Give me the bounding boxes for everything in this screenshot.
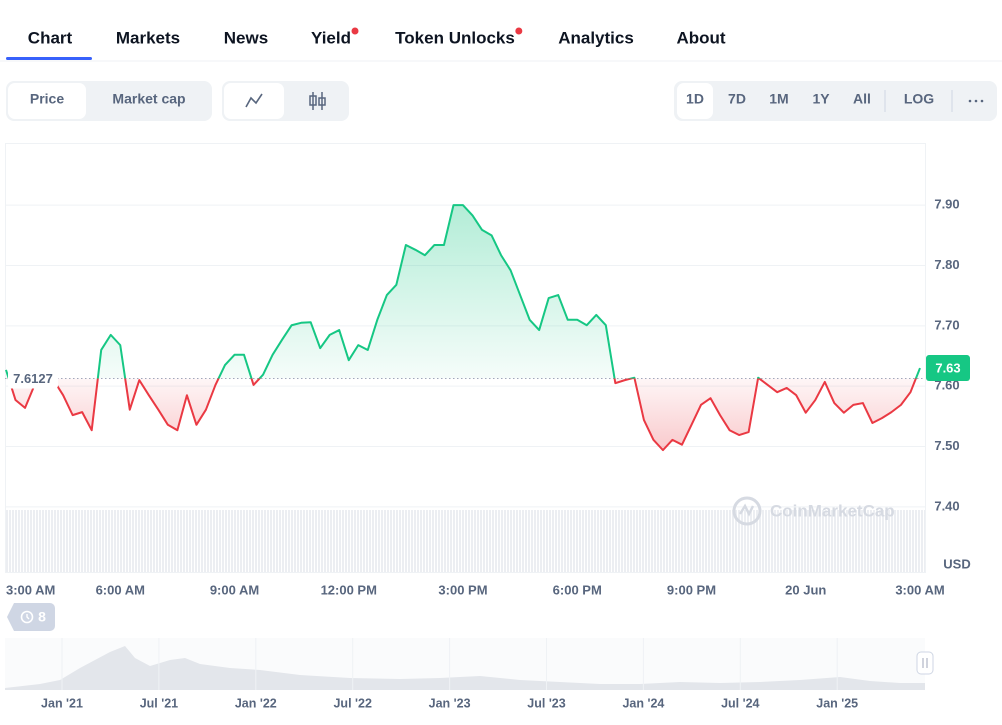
y-tick-label: 7.90 [934, 197, 959, 212]
history-icon [20, 610, 34, 624]
history-count: 8 [38, 609, 46, 625]
x-tick-label: 12:00 PM [321, 582, 377, 597]
y-tick-label: 7.80 [934, 257, 959, 272]
navigator-label: Jul '24 [721, 696, 759, 710]
x-tick-label: 20 Jun [785, 582, 826, 597]
range-button[interactable]: 1M [769, 91, 788, 107]
volume-bars [6, 510, 925, 572]
x-tick-label: 3:00 AM [6, 582, 55, 597]
navigator-handle[interactable] [916, 651, 934, 675]
area-up [6, 205, 920, 379]
active-button-bg [677, 83, 713, 119]
plot-frame [5, 143, 926, 573]
range-button[interactable]: LOG [904, 91, 934, 107]
navigator-overview [5, 646, 925, 690]
metric-button[interactable]: Market cap [112, 91, 185, 107]
navigator-label: Jan '22 [235, 696, 277, 710]
baseline-label-bg [8, 368, 58, 389]
watermark: CoinMarketCap [770, 501, 895, 520]
tab[interactable]: Yield [311, 28, 351, 47]
active-button-bg [8, 83, 86, 119]
y-tick-label: 7.50 [934, 438, 959, 453]
range-button[interactable]: All [853, 91, 871, 107]
area-down [8, 378, 916, 451]
plot [5, 204, 925, 508]
x-tick-label: 3:00 AM [895, 582, 944, 597]
tab[interactable]: Chart [28, 28, 73, 47]
notification-dot [515, 27, 523, 35]
tab[interactable]: News [224, 28, 268, 47]
line-icon [245, 93, 263, 108]
price-line-down [7, 378, 917, 452]
current-price-tag [926, 355, 970, 382]
tab[interactable]: Token Unlocks [395, 28, 515, 47]
current-price-label: 7.63 [935, 360, 960, 375]
x-tick-label: 9:00 PM [667, 582, 716, 597]
navigator-label: Jan '23 [429, 696, 471, 710]
history-badge[interactable] [7, 603, 55, 631]
watermark-logo [732, 496, 762, 526]
range-button[interactable]: 7D [728, 91, 746, 107]
active-tab-underline [6, 57, 92, 60]
y-tick-label: 7.40 [934, 498, 959, 513]
range-button[interactable]: 1D [686, 91, 704, 107]
y-tick-label: 7.60 [934, 378, 959, 393]
x-tick-label: 9:00 AM [210, 582, 259, 597]
navigator-label: Jan '25 [816, 696, 858, 710]
baseline-label: 7.6127 [13, 371, 53, 386]
candle-icon[interactable] [309, 92, 326, 110]
tab[interactable]: Analytics [558, 28, 634, 47]
tab[interactable]: Markets [116, 28, 180, 47]
more-button[interactable] [968, 99, 984, 103]
tab[interactable]: About [676, 28, 725, 47]
navigator-label: Jul '22 [333, 696, 371, 710]
price-line-up [5, 204, 921, 379]
notification-dot [351, 27, 359, 35]
range-button[interactable]: 1Y [812, 91, 830, 107]
navigator-label: Jul '23 [527, 696, 565, 710]
x-tick-label: 3:00 PM [438, 582, 487, 597]
navigator-label: Jan '21 [41, 696, 83, 710]
navigator-axis: Jan '21 Jul '21 Jan '22 Jul '22 Jan '23 Jul '… [41, 638, 858, 710]
x-tick-label: 6:00 PM [553, 582, 602, 597]
navigator-label: Jan '24 [622, 696, 664, 710]
y-unit: USD [943, 556, 970, 571]
history-icon-hands [26, 614, 30, 620]
range-toggle [674, 81, 997, 121]
y-tick-label: 7.70 [934, 317, 959, 332]
navigator-label: Jul '21 [140, 696, 178, 710]
metric-button[interactable]: Price [30, 91, 64, 107]
x-tick-label: 6:00 AM [96, 582, 145, 597]
